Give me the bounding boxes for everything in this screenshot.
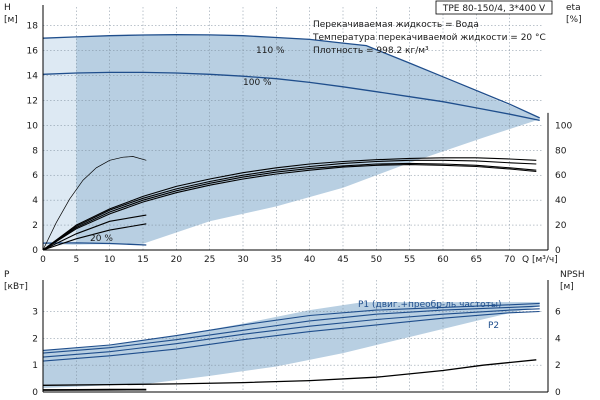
power-npsh-panel: 0 1 2 3 0 2 4 6 <box>32 280 561 398</box>
power-curve-3 <box>42 310 540 362</box>
x-tick-6: 30 <box>237 255 249 265</box>
bottom-y-tick-0: 0 <box>32 388 38 398</box>
top-y2-tick-2: 40 <box>555 196 567 206</box>
top-y2-tick-5: 100 <box>555 121 572 131</box>
x-tick-10: 50 <box>371 255 383 265</box>
bottom-y2-tick-0: 0 <box>555 388 561 398</box>
x-tick-4: 20 <box>171 255 183 265</box>
bottom-curves <box>42 302 540 391</box>
top-y2-axis-title: eta <box>566 3 581 13</box>
top-y2-tick-1: 20 <box>555 221 567 231</box>
x-tick-8: 40 <box>304 255 316 265</box>
bottom-y2-axis-title: NPSH <box>560 270 585 280</box>
bottom-y2-tick-2: 4 <box>555 334 561 344</box>
chart-title: TPE 80-150/4, 3*400 V <box>442 4 546 14</box>
info-density: Плотность = 998.2 кг/м³ <box>313 46 429 56</box>
label-head-100: 100 % <box>243 78 272 88</box>
top-y2-tick-0: 0 <box>555 246 561 256</box>
x-tick-3: 15 <box>137 255 148 265</box>
info-temperature: Температура перекачиваемой жидкости = 20… <box>312 33 546 43</box>
top-y-axis-title: H <box>4 3 11 13</box>
top-y-tick-2: 4 <box>32 196 38 206</box>
eta-curve-1 <box>42 159 537 251</box>
power-curve-0 <box>42 302 540 351</box>
bottom-y-axis-title: P <box>4 270 10 280</box>
top-y-axis-unit: [м] <box>4 15 18 25</box>
x-axis-title: Q [м³/ч] <box>522 255 558 265</box>
npsh-curve-0 <box>42 359 537 386</box>
top-y2-axis-unit: [%] <box>566 15 582 25</box>
eta-curve-4 <box>42 156 147 251</box>
top-y-tick-4: 8 <box>32 146 38 156</box>
x-tick-11: 55 <box>404 255 415 265</box>
head-curve-0 <box>42 34 540 119</box>
label-p2: P2 <box>488 321 499 331</box>
bottom-y-tick-2: 2 <box>32 334 38 344</box>
x-tick-9: 45 <box>337 255 348 265</box>
bottom-y-tick-1: 1 <box>32 361 38 371</box>
top-axes: 0 2 4 6 8 10 12 14 16 18 0 20 40 60 80 100 0 5 10 15 20 25 30 3… <box>27 5 572 265</box>
top-y-tick-9: 18 <box>27 22 39 32</box>
top-y-tick-5: 10 <box>27 121 39 131</box>
head-efficiency-panel: 0 2 4 6 8 10 12 14 16 18 0 20 40 60 80 100 0 5 10 15 20 25 30 3… <box>27 5 572 265</box>
x-tick-0: 0 <box>40 255 46 265</box>
info-fluid: Перекачиваемая жидкость = Вода <box>313 20 479 30</box>
x-tick-5: 25 <box>204 255 215 265</box>
head-curve-1 <box>42 71 540 122</box>
label-head-20: 20 % <box>90 234 113 244</box>
x-tick-2: 10 <box>104 255 116 265</box>
eta-curve-5 <box>42 214 147 251</box>
top-y-tick-8: 16 <box>27 47 39 57</box>
bottom-region-shaded <box>43 302 540 388</box>
top-y-tick-3: 6 <box>32 171 38 181</box>
x-tick-7: 35 <box>271 255 282 265</box>
label-p1: P1 (двиг.+преобр-ль частоты) <box>358 300 502 310</box>
eta-curve-2 <box>42 162 537 251</box>
top-y-tick-0: 0 <box>32 246 38 256</box>
top-y-tick-1: 2 <box>32 221 38 231</box>
eta-curve-0 <box>42 157 537 251</box>
x-tick-14: 70 <box>504 255 516 265</box>
bottom-y2-tick-3: 6 <box>555 307 561 317</box>
bottom-operating-region <box>43 302 540 388</box>
head-curve-2 <box>42 242 147 246</box>
power-curve-1 <box>42 308 540 358</box>
x-tick-13: 65 <box>471 255 482 265</box>
bottom-y2-tick-1: 2 <box>555 361 561 371</box>
bottom-y-tick-3: 3 <box>32 307 38 317</box>
label-head-110: 110 % <box>256 46 285 56</box>
top-region-light <box>43 36 77 247</box>
bottom-y-axis-unit: [кВт] <box>4 282 28 292</box>
x-tick-1: 5 <box>73 255 79 265</box>
eta-curve-3 <box>42 164 537 251</box>
bottom-axes: 0 1 2 3 0 2 4 6 <box>32 280 561 398</box>
x-tick-12: 60 <box>437 255 449 265</box>
chart-title-box <box>435 0 553 15</box>
power-curve-2 <box>42 305 540 354</box>
top-y2-tick-3: 60 <box>555 171 567 181</box>
top-y-tick-6: 12 <box>27 96 38 106</box>
eta-curve-6 <box>42 223 147 251</box>
top-y-tick-7: 14 <box>27 72 39 82</box>
bottom-y2-axis-unit: [м] <box>560 282 574 292</box>
top-y2-tick-4: 80 <box>555 146 567 156</box>
top-gridlines <box>43 7 543 250</box>
top-curves <box>42 34 540 251</box>
